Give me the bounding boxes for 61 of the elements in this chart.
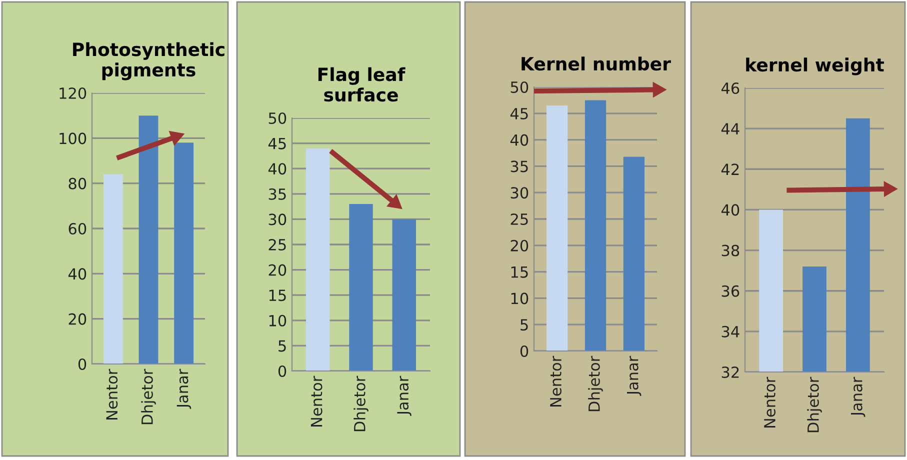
x-tick-label: Janar: [176, 368, 192, 409]
bar: [306, 148, 330, 371]
y-tick-label: 0: [278, 365, 286, 378]
x-tick-label: Nentor: [106, 368, 118, 420]
bar: [138, 116, 158, 364]
bar: [392, 219, 416, 371]
y-tick-label: 35: [268, 188, 286, 200]
bar: [584, 100, 606, 351]
y-tick-label: 0: [520, 345, 528, 358]
y-tick-label: 20: [510, 240, 528, 252]
y-tick-label: 60: [68, 222, 86, 235]
y-tick-label: 40: [268, 163, 286, 175]
y-tick-label: 80: [68, 178, 86, 190]
y-tick-label: 38: [722, 244, 740, 256]
y-tick-label: 45: [268, 138, 286, 150]
x-tick-label: Janar: [627, 356, 642, 396]
chart-title: Flag leaf surface: [318, 67, 406, 102]
y-tick-label: 30: [268, 214, 286, 226]
y-tick-label: 30: [510, 187, 528, 199]
y-tick-label: 32: [722, 366, 739, 378]
y-tick-label: 5: [278, 340, 286, 352]
y-tick-label: 40: [510, 134, 528, 146]
y-tick-label: 10: [269, 314, 286, 326]
y-tick-label: 25: [510, 213, 528, 226]
x-tick-label: Janar: [397, 376, 412, 416]
y-tick-label: 120: [60, 87, 86, 100]
chart-title: kernel weight: [746, 58, 884, 76]
x-tick-label: Dhjetor: [807, 376, 822, 432]
bar: [174, 142, 194, 364]
y-tick-label: 50: [510, 81, 528, 94]
chart-title: Kernel number: [522, 56, 671, 71]
x-tick-label: Janar: [851, 376, 866, 417]
x-tick-label: Nentor: [550, 356, 562, 406]
y-tick-label: 15: [511, 266, 528, 278]
y-tick-label: 40: [68, 268, 86, 280]
x-tick-label: Nentor: [764, 376, 776, 428]
y-tick-label: 0: [78, 358, 86, 370]
y-tick-label: 45: [510, 108, 528, 120]
y-tick-label: 5: [520, 319, 528, 331]
bar: [546, 105, 568, 351]
y-tick-label: 36: [722, 285, 740, 297]
y-tick-label: 44: [721, 123, 740, 134]
y-tick-label: 100: [60, 132, 86, 144]
chart-title: Photosynthetic pigments: [73, 42, 224, 80]
y-tick-label: 20: [68, 313, 86, 325]
x-tick-label: Nentor: [310, 376, 322, 426]
x-tick-label: Dhjetor: [588, 356, 603, 412]
x-tick-label: Dhjetor: [354, 376, 368, 432]
y-tick-label: 42: [721, 164, 739, 175]
y-tick-label: 34: [722, 326, 740, 338]
y-tick-label: 15: [269, 290, 286, 302]
x-tick-label: Dhjetor: [141, 368, 156, 424]
y-tick-label: 50: [268, 112, 286, 124]
bar: [103, 174, 123, 364]
y-tick-label: 20: [268, 264, 286, 276]
bar: [623, 156, 645, 351]
y-tick-label: 46: [721, 82, 740, 94]
y-tick-label: 40: [721, 204, 740, 216]
y-tick-label: 35: [510, 160, 528, 172]
y-tick-label: 25: [268, 238, 286, 251]
y-tick-label: 10: [511, 292, 528, 304]
